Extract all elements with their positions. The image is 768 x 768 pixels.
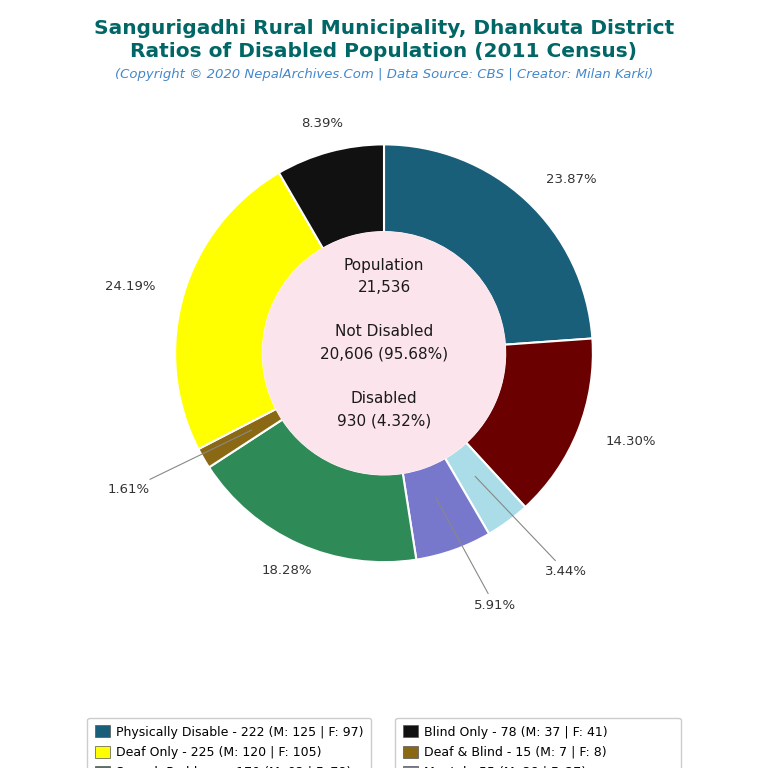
Wedge shape [209, 419, 416, 562]
Text: Population
21,536

Not Disabled
20,606 (95.68%)

Disabled
930 (4.32%): Population 21,536 Not Disabled 20,606 (9… [320, 257, 448, 428]
Wedge shape [198, 409, 283, 468]
Wedge shape [466, 339, 593, 507]
Text: 5.91%: 5.91% [435, 498, 515, 612]
Text: Ratios of Disabled Population (2011 Census): Ratios of Disabled Population (2011 Cens… [131, 42, 637, 61]
Wedge shape [445, 442, 525, 534]
Text: (Copyright © 2020 NepalArchives.Com | Data Source: CBS | Creator: Milan Karki): (Copyright © 2020 NepalArchives.Com | Da… [115, 68, 653, 81]
Text: 3.44%: 3.44% [475, 476, 587, 578]
Wedge shape [402, 458, 489, 560]
Text: 18.28%: 18.28% [262, 564, 313, 578]
Text: 1.61%: 1.61% [108, 430, 251, 496]
Wedge shape [175, 173, 323, 449]
Text: 8.39%: 8.39% [301, 117, 343, 130]
Wedge shape [384, 144, 592, 345]
Text: Sangurigadhi Rural Municipality, Dhankuta District: Sangurigadhi Rural Municipality, Dhankut… [94, 19, 674, 38]
Text: 14.30%: 14.30% [605, 435, 656, 448]
Text: 24.19%: 24.19% [105, 280, 155, 293]
Text: 23.87%: 23.87% [546, 173, 597, 186]
Wedge shape [279, 144, 384, 249]
Legend: Blind Only - 78 (M: 37 | F: 41), Deaf & Blind - 15 (M: 7 | F: 8), Mental - 55 (M: Blind Only - 78 (M: 37 | F: 41), Deaf & … [396, 718, 680, 768]
Circle shape [263, 232, 505, 475]
